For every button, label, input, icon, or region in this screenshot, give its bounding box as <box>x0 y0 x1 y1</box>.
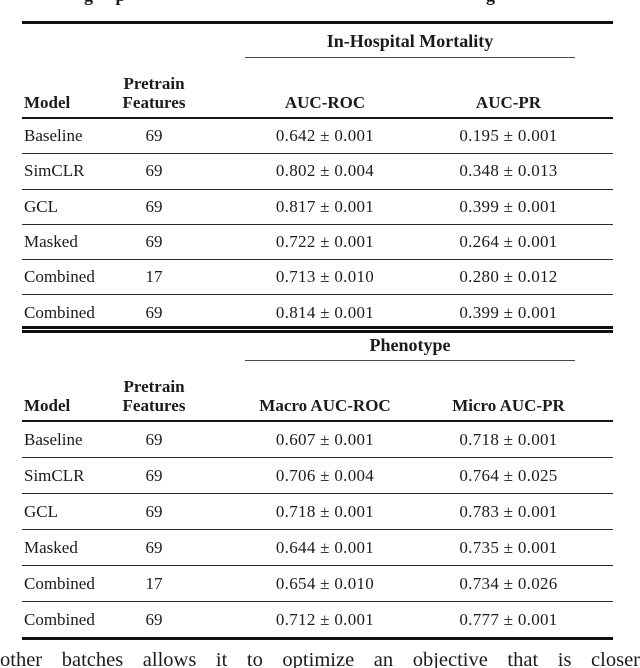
column-header-pretrain-features: Pretrain Features <box>114 74 214 112</box>
column-header-pretrain-line1: Pretrain <box>123 376 185 396</box>
cell-pretrain-features: 69 <box>145 161 163 181</box>
group-header-title: In-Hospital Mortality <box>326 30 494 51</box>
cell-model: Combined <box>24 573 95 593</box>
cell-pretrain-features: 17 <box>145 267 163 287</box>
cell-pretrain-features: 69 <box>145 465 163 485</box>
cell-auc-roc: 0.713 ± 0.010 <box>275 267 375 287</box>
cell-auc-roc: 0.642 ± 0.001 <box>275 126 375 146</box>
cropped-body-text-bottom: other batches allows it to optimize an o… <box>0 647 640 668</box>
group-header-rule <box>245 360 575 361</box>
cell-auc-pr: 0.399 ± 0.001 <box>459 302 558 322</box>
cell-model: GCL <box>24 196 58 216</box>
cell-pretrain-features: 69 <box>145 126 163 146</box>
cell-macro-auc-roc: 0.712 ± 0.001 <box>275 609 375 629</box>
cell-auc-roc: 0.817 ± 0.001 <box>275 196 375 216</box>
cell-model: Combined <box>24 267 95 287</box>
table-row: SimCLR 69 0.802 ± 0.004 0.348 ± 0.013 <box>22 154 613 190</box>
column-header-auc-pr: AUC-PR <box>475 92 542 112</box>
cell-pretrain-features: 69 <box>145 609 163 629</box>
cell-model: GCL <box>24 501 58 521</box>
cell-micro-auc-pr: 0.718 ± 0.001 <box>459 429 558 449</box>
cell-pretrain-features: 69 <box>145 501 163 521</box>
cell-micro-auc-pr: 0.777 ± 0.001 <box>459 609 558 629</box>
table-row: Combined 69 0.712 ± 0.001 0.777 ± 0.001 <box>22 602 613 640</box>
column-header-model: Model <box>24 92 71 112</box>
group-header-row: Phenotype <box>22 329 613 361</box>
table-row: Combined 69 0.814 ± 0.001 0.399 ± 0.001 <box>22 295 613 333</box>
cell-pretrain-features: 69 <box>145 302 163 322</box>
cell-model: Masked <box>24 232 78 252</box>
column-header-pretrain-line2: Features <box>122 395 186 415</box>
cell-pretrain-features: 69 <box>145 232 163 252</box>
cell-macro-auc-roc: 0.607 ± 0.001 <box>275 429 375 449</box>
results-table-mortality: In-Hospital Mortality Model Pretrain Fea… <box>22 21 613 333</box>
group-header-row: In-Hospital Mortality <box>22 24 613 58</box>
cell-pretrain-features: 69 <box>145 429 163 449</box>
table-row: Combined 17 0.713 ± 0.010 0.280 ± 0.012 <box>22 260 613 296</box>
cell-macro-auc-roc: 0.706 ± 0.004 <box>275 465 375 485</box>
cell-model: Baseline <box>24 429 83 449</box>
column-header-model: Model <box>24 395 71 415</box>
column-header-row: Model Pretrain Features Macro AUC-ROC Mi… <box>22 361 613 422</box>
cell-auc-pr: 0.264 ± 0.001 <box>459 232 558 252</box>
cell-model: Masked <box>24 537 78 557</box>
table-row: GCL 69 0.817 ± 0.001 0.399 ± 0.001 <box>22 190 613 225</box>
column-header-macro-auc-roc: Macro AUC-ROC <box>259 395 391 415</box>
group-header-title: Phenotype <box>369 334 451 355</box>
table-row: Baseline 69 0.642 ± 0.001 0.195 ± 0.001 <box>22 119 613 155</box>
column-header-pretrain-features: Pretrain Features <box>114 377 214 415</box>
cell-auc-roc: 0.722 ± 0.001 <box>275 232 375 252</box>
cell-macro-auc-roc: 0.644 ± 0.001 <box>275 537 375 557</box>
cropped-text-fragment: g p <box>84 0 135 6</box>
table-row: SimCLR 69 0.706 ± 0.004 0.764 ± 0.025 <box>22 458 613 494</box>
table-row: Combined 17 0.654 ± 0.010 0.734 ± 0.026 <box>22 566 613 602</box>
cropped-caption-top: g p g <box>0 0 640 7</box>
cell-auc-pr: 0.280 ± 0.012 <box>459 267 558 287</box>
column-header-row: Model Pretrain Features AUC-ROC AUC-PR <box>22 58 613 119</box>
cell-auc-roc: 0.802 ± 0.004 <box>275 161 375 181</box>
cell-micro-auc-pr: 0.735 ± 0.001 <box>459 537 558 557</box>
cell-model: Combined <box>24 302 95 322</box>
table-row: Masked 69 0.644 ± 0.001 0.735 ± 0.001 <box>22 530 613 566</box>
column-header-pretrain-line2: Features <box>122 92 186 112</box>
column-header-pretrain-line1: Pretrain <box>123 73 185 93</box>
cell-micro-auc-pr: 0.764 ± 0.025 <box>459 465 558 485</box>
cell-auc-pr: 0.348 ± 0.013 <box>459 161 558 181</box>
table-row: GCL 69 0.718 ± 0.001 0.783 ± 0.001 <box>22 494 613 530</box>
cell-pretrain-features: 69 <box>145 537 163 557</box>
cell-micro-auc-pr: 0.783 ± 0.001 <box>459 501 558 521</box>
cell-micro-auc-pr: 0.734 ± 0.026 <box>459 573 558 593</box>
group-header-rule <box>245 57 575 58</box>
column-header-micro-auc-pr: Micro AUC-PR <box>452 395 565 415</box>
body-text-line: other batches allows it to optimize an o… <box>0 649 640 668</box>
table-row: Masked 69 0.722 ± 0.001 0.264 ± 0.001 <box>22 225 613 261</box>
cell-model: SimCLR <box>24 465 85 485</box>
cell-pretrain-features: 69 <box>145 196 163 216</box>
cell-auc-roc: 0.814 ± 0.001 <box>275 302 375 322</box>
group-header-span: In-Hospital Mortality <box>245 24 575 58</box>
cell-model: Baseline <box>24 126 83 146</box>
column-header-auc-roc: AUC-ROC <box>284 92 366 112</box>
cell-macro-auc-roc: 0.718 ± 0.001 <box>275 501 375 521</box>
table-row: Baseline 69 0.607 ± 0.001 0.718 ± 0.001 <box>22 422 613 458</box>
group-header-span: Phenotype <box>245 329 575 361</box>
cell-auc-pr: 0.195 ± 0.001 <box>459 126 558 146</box>
cell-macro-auc-roc: 0.654 ± 0.010 <box>275 573 375 593</box>
results-table-phenotype: Phenotype Model Pretrain Features Macro … <box>22 326 613 640</box>
cell-model: Combined <box>24 609 95 629</box>
cropped-text-fragment: g <box>486 0 504 6</box>
cell-pretrain-features: 17 <box>145 573 163 593</box>
cell-model: SimCLR <box>24 161 85 181</box>
cell-auc-pr: 0.399 ± 0.001 <box>459 196 558 216</box>
